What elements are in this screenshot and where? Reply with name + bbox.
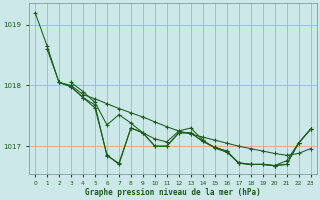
X-axis label: Graphe pression niveau de la mer (hPa): Graphe pression niveau de la mer (hPa) (85, 188, 261, 197)
